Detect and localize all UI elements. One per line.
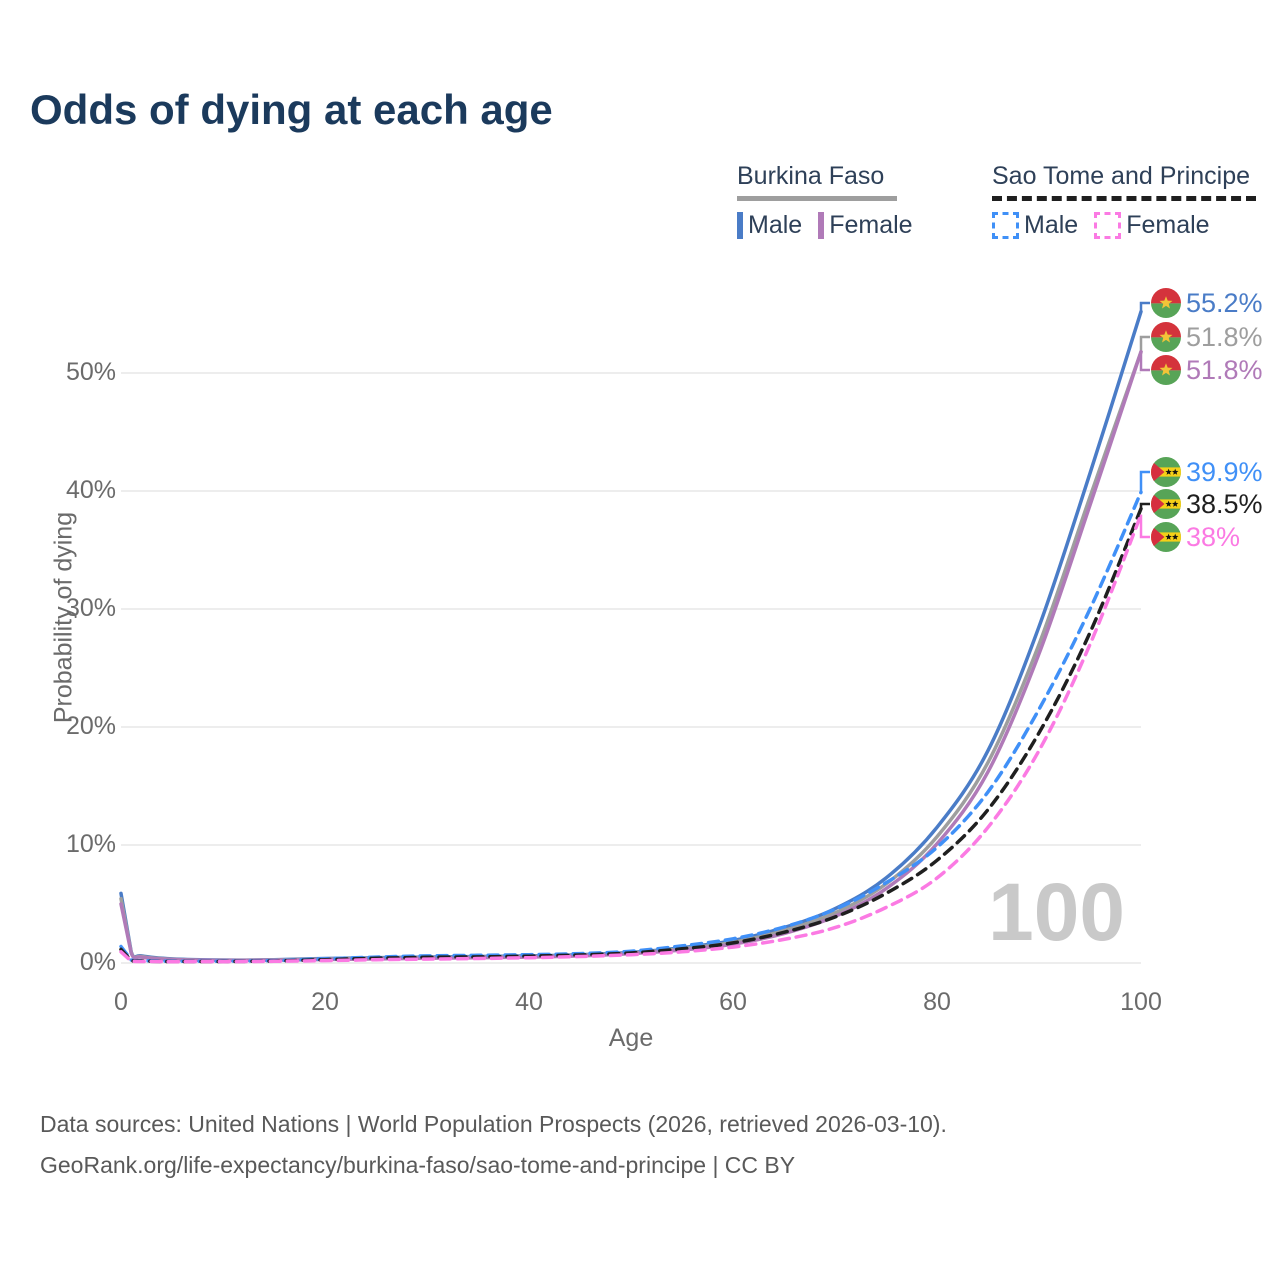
legend-label-bf-male: Male <box>748 211 803 239</box>
legend-label-st-male: Male <box>1024 211 1079 239</box>
leader-line <box>1139 502 1150 509</box>
legend-country-sao-tome: Sao Tome and Principe <box>992 162 1256 201</box>
x-tick-100: 100 <box>1120 988 1162 1016</box>
x-tick-60: 60 <box>719 988 747 1016</box>
sao-tome-flag-icon <box>1151 522 1181 552</box>
legend-label-st-female: Female <box>1126 211 1210 239</box>
legend-row-burkina-faso: Male Female <box>737 211 913 240</box>
page-title: Odds of dying at each age <box>30 86 553 133</box>
leader-line <box>1139 514 1150 539</box>
legend-swatch-bf-male-icon <box>737 212 743 239</box>
end-value-label-st-both: 38.5% <box>1186 489 1263 519</box>
x-tick-0: 0 <box>114 988 128 1016</box>
y-tick-40: 40% <box>65 476 116 504</box>
y-tick-30: 30% <box>65 594 116 622</box>
y-tick-10: 10% <box>65 830 116 858</box>
burkina-faso-flag-icon <box>1151 322 1181 352</box>
leader-line <box>1139 351 1150 372</box>
leader-line <box>1139 470 1150 493</box>
data-sources-line1: Data sources: United Nations | World Pop… <box>40 1111 947 1137</box>
data-sources: Data sources: United Nations | World Pop… <box>40 1104 947 1186</box>
legend-group-burkina-faso: Burkina Faso Male Female <box>737 162 913 240</box>
x-axis-title: Age <box>608 1024 654 1052</box>
y-tick-20: 20% <box>65 712 116 740</box>
end-value-label-st-male: 39.9% <box>1186 457 1263 487</box>
legend-group-sao-tome: Sao Tome and Principe Male Female <box>992 162 1256 240</box>
legend-swatch-st-female-icon <box>1094 212 1122 239</box>
x-tick-40: 40 <box>515 988 543 1016</box>
burkina-faso-flag-icon <box>1151 355 1181 385</box>
data-sources-line2: GeoRank.org/life-expectancy/burkina-faso… <box>40 1152 796 1178</box>
curve-st-female <box>119 512 1143 964</box>
end-value-label-bf-male: 55.2% <box>1186 288 1263 318</box>
burkina-faso-flag-icon <box>1151 288 1181 318</box>
legend-swatch-bf-female-icon <box>818 212 825 239</box>
end-value-label-bf-both: 51.8% <box>1186 322 1263 352</box>
age-watermark: 100 <box>988 867 1125 958</box>
leader-line <box>1139 301 1150 312</box>
end-value-label-bf-female: 51.8% <box>1186 355 1263 385</box>
sao-tome-flag-icon <box>1151 457 1181 487</box>
sao-tome-flag-icon <box>1151 489 1181 519</box>
curve-bf-male <box>119 309 1143 962</box>
y-tick-50: 50% <box>65 358 116 386</box>
legend-label-bf-female: Female <box>829 211 913 239</box>
legend-row-sao-tome: Male Female <box>992 211 1256 240</box>
x-tick-20: 20 <box>311 988 339 1016</box>
legend-swatch-st-male-icon <box>992 212 1019 239</box>
end-value-label-st-female: 38% <box>1186 522 1241 552</box>
legend-country-burkina-faso: Burkina Faso <box>737 162 897 201</box>
leader-line <box>1139 335 1150 352</box>
y-tick-0: 0% <box>79 948 116 976</box>
x-tick-80: 80 <box>923 988 951 1016</box>
